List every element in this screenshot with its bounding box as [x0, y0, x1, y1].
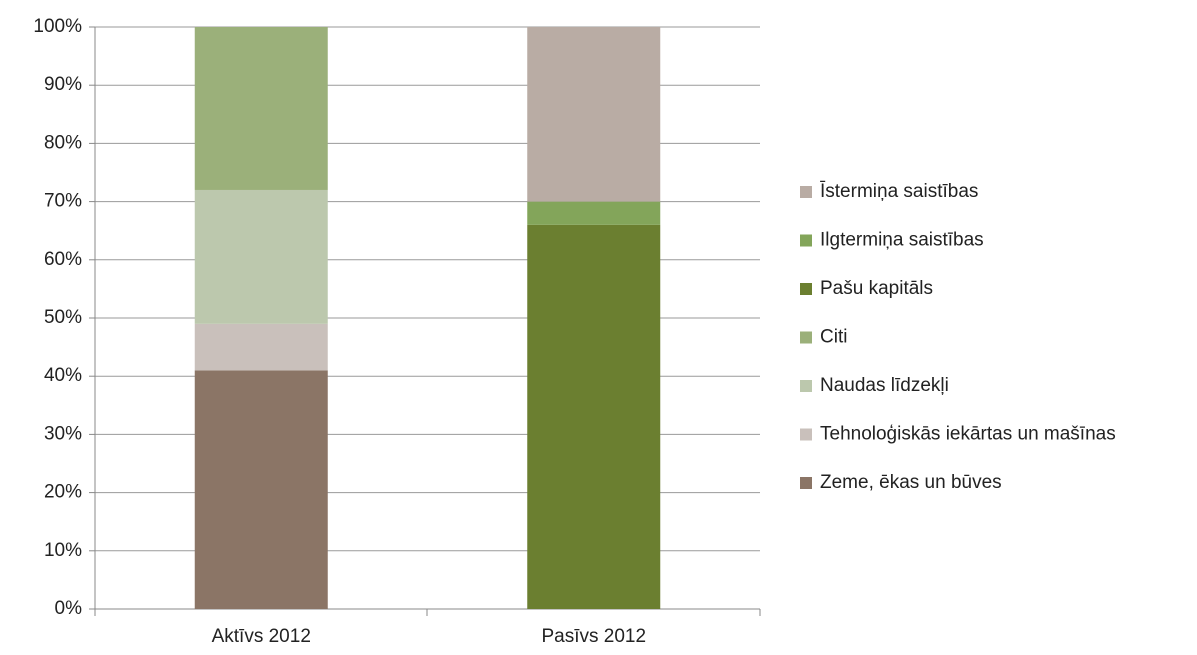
bar-segment [527, 201, 661, 225]
bar-segment [194, 27, 328, 190]
y-tick-label: 20% [44, 482, 82, 503]
x-tick-label: Aktīvs 2012 [212, 626, 311, 647]
bar-segment [194, 189, 328, 324]
legend-swatch [800, 186, 812, 198]
bar-segment [194, 323, 328, 371]
y-tick-label: 90% [44, 74, 82, 95]
y-tick-label: 50% [44, 307, 82, 328]
legend-swatch [800, 234, 812, 247]
y-tick-label: 60% [44, 249, 82, 270]
legend-label: Zeme, ēkas un būves [820, 472, 1002, 493]
legend-label: Naudas līdzekļi [820, 375, 949, 396]
legend-label: Tehnoloģiskās iekārtas un mašīnas [820, 424, 1116, 445]
y-tick-label: 30% [44, 423, 82, 444]
legend-label: Īstermiņa saistības [820, 181, 978, 202]
legend-swatch [800, 428, 812, 441]
legend-label: Citi [820, 327, 847, 348]
bar-segment [527, 224, 661, 609]
legend-swatch [800, 331, 812, 344]
y-tick-label: 80% [44, 132, 82, 153]
legend-swatch [800, 283, 812, 295]
y-tick-label: 0% [55, 598, 83, 619]
y-tick-label: 40% [44, 365, 82, 386]
y-tick-label: 100% [33, 16, 82, 37]
bar-segment [527, 27, 661, 202]
legend-label: Ilgtermiņa saistības [820, 230, 984, 251]
legend-swatch [800, 477, 812, 489]
legend-label: Pašu kapitāls [820, 278, 933, 299]
x-tick-label: Pasīvs 2012 [541, 626, 646, 647]
bar-segment [194, 370, 328, 609]
y-tick-label: 10% [44, 540, 82, 561]
legend-swatch [800, 380, 812, 392]
y-tick-label: 70% [44, 191, 82, 212]
